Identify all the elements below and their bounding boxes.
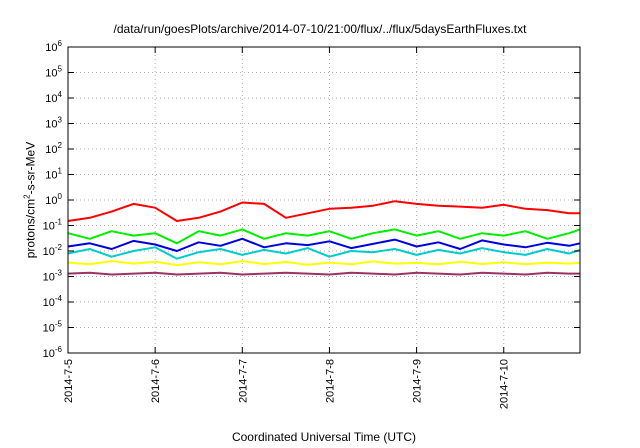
y-tick-label: 103 xyxy=(45,116,62,131)
series-line-2 xyxy=(67,228,581,245)
y-tick-label: 10-3 xyxy=(43,269,63,284)
chart-title: /data/run/goesPlots/archive/2014-07-10/2… xyxy=(113,22,527,36)
x-tick-label: 2014-7-6 xyxy=(150,359,162,403)
grid-lines xyxy=(68,47,580,353)
y-tick-label: 106 xyxy=(45,39,62,54)
x-tick-label: 2014-7-10 xyxy=(499,359,511,409)
x-tick-label: 2014-7-8 xyxy=(324,359,336,403)
y-tick-label: 10-6 xyxy=(43,345,63,360)
series-line-6 xyxy=(67,271,580,276)
series-lines xyxy=(67,200,581,276)
y-tick-label: 100 xyxy=(45,192,62,207)
y-tick-label: 10-5 xyxy=(43,320,63,335)
y-tick-label: 10-4 xyxy=(43,294,63,309)
x-tick-label: 2014-7-9 xyxy=(412,359,424,403)
y-tick-label: 10-1 xyxy=(43,218,63,233)
y-tick-label: 10-2 xyxy=(43,243,63,258)
series-line-4 xyxy=(67,237,581,252)
axes: 10-6 10-5 10-4 10-3 10-2 10-1 100 101 102 103 104 1… xyxy=(43,39,581,409)
y-tick-label: 102 xyxy=(45,141,62,156)
x-tick-label: 2014-7-5 xyxy=(63,359,75,403)
series-line-1 xyxy=(67,200,580,222)
x-tick-label: 2014-7-7 xyxy=(237,359,249,403)
y-tick-label: 101 xyxy=(45,167,62,182)
y-tick-label: 105 xyxy=(45,65,62,80)
series-line-3 xyxy=(67,246,581,260)
series-line-5 xyxy=(67,260,581,267)
x-axis-label: Coordinated Universal Time (UTC) xyxy=(231,430,417,444)
plot-frame xyxy=(67,46,581,354)
y-tick-label: 104 xyxy=(45,90,62,105)
